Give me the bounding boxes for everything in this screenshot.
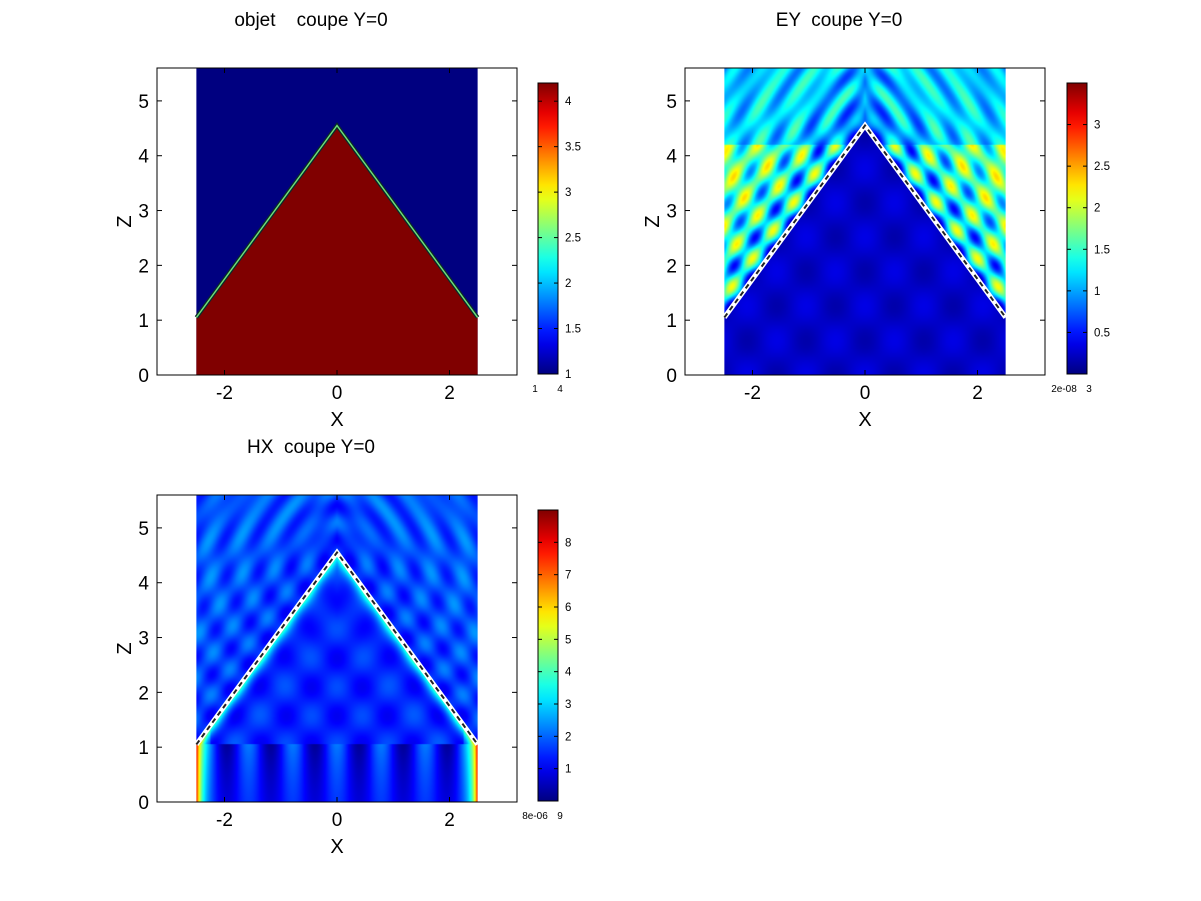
colorbar-gradient bbox=[537, 82, 559, 375]
prism-object bbox=[196, 125, 478, 375]
field-map-hx bbox=[196, 495, 478, 802]
chart-title: objet coupe Y=0 bbox=[234, 10, 387, 31]
y-tick-label: 2 bbox=[138, 683, 149, 704]
x-axis-label: X bbox=[858, 409, 871, 431]
colorbar-tick-label: 1.5 bbox=[565, 324, 581, 336]
colorbar-tick-label: 1 bbox=[565, 764, 571, 776]
y-tick-label: 3 bbox=[666, 202, 677, 223]
colorbar-tick-label: 3.5 bbox=[565, 142, 581, 154]
colorbar: 1 2 3 4 5 6 7 8 8e-06 9 bbox=[522, 509, 572, 822]
y-tick-label: 5 bbox=[666, 92, 677, 113]
colorbar-tick-label: 8 bbox=[565, 537, 571, 549]
chart-title: HX coupe Y=0 bbox=[247, 437, 375, 458]
colorbar: 11.522.533.541 4 bbox=[532, 82, 581, 395]
field-map-ey bbox=[724, 68, 1006, 375]
x-tick-label: -2 bbox=[216, 810, 233, 831]
interface-dashed bbox=[195, 550, 479, 746]
colorbar: 0.5 1 1.5 2 2.5 3 2e-08 3 bbox=[1051, 82, 1110, 395]
colorbar-tick-label: 1 bbox=[1094, 286, 1100, 298]
y-tick-label: 4 bbox=[138, 147, 149, 168]
x-tick-label: -2 bbox=[744, 383, 761, 404]
colorbar-tick-label: 3 bbox=[565, 187, 571, 199]
interface-line bbox=[195, 124, 479, 318]
x-tick-label: 2 bbox=[972, 383, 983, 404]
colorbar-gradient bbox=[1066, 82, 1088, 375]
colorbar-tick-label: 2 bbox=[565, 278, 571, 290]
x-axis-label: X bbox=[330, 836, 343, 858]
colorbar-tick-label: 5 bbox=[565, 634, 571, 646]
colorbar-tick-label: 1.5 bbox=[1094, 244, 1110, 256]
y-tick-label: 4 bbox=[666, 147, 677, 168]
chart-title: EY coupe Y=0 bbox=[776, 10, 903, 31]
y-tick-label: 0 bbox=[138, 793, 149, 814]
colorbar-tick-label: 2 bbox=[1094, 203, 1100, 215]
colorbar-tick-label: 4 bbox=[565, 96, 572, 108]
colorbar-tick-label: 3 bbox=[1094, 120, 1100, 132]
x-tick-label: 0 bbox=[332, 810, 343, 831]
y-tick-label: 2 bbox=[666, 256, 677, 277]
x-tick-label: 2 bbox=[444, 810, 455, 831]
colorbar-tick-label: 2.5 bbox=[1094, 161, 1110, 173]
x-tick-label: 2 bbox=[444, 383, 455, 404]
interface-dashed bbox=[723, 123, 1007, 319]
subplot-ey: -2 0 2 0 1 2 3 4 5 X Z EY coupe Y=0 0.5 1 1.5 2 2.5 3 2e-0… bbox=[642, 10, 1110, 431]
colorbar-max-label: 3 bbox=[1086, 384, 1092, 395]
colorbar-tick-label: 4 bbox=[565, 667, 572, 679]
colorbar-tick-label: 1 bbox=[565, 369, 571, 381]
colorbar-max-label: 9 bbox=[557, 811, 563, 822]
y-tick-label: 3 bbox=[138, 202, 149, 223]
y-tick-label: 3 bbox=[138, 629, 149, 650]
y-tick-label: 5 bbox=[138, 92, 149, 113]
y-axis-label: Z bbox=[114, 215, 136, 227]
x-tick-label: -2 bbox=[216, 383, 233, 404]
y-tick-label: 2 bbox=[138, 256, 149, 277]
x-axis-label: X bbox=[330, 409, 343, 431]
y-tick-label: 1 bbox=[138, 738, 149, 759]
y-tick-label: 0 bbox=[666, 366, 677, 387]
y-tick-label: 1 bbox=[138, 311, 149, 332]
colorbar-min-label: 1 bbox=[532, 384, 538, 395]
y-tick-label: 0 bbox=[138, 366, 149, 387]
colorbar-min-label: 8e-06 bbox=[522, 811, 548, 822]
colorbar-tick-label: 2 bbox=[565, 731, 571, 743]
y-tick-label: 5 bbox=[138, 519, 149, 540]
colorbar-tick-label: 6 bbox=[565, 602, 571, 614]
colorbar-gradient bbox=[537, 509, 559, 802]
colorbar-tick-label: 7 bbox=[565, 570, 571, 582]
x-tick-label: 0 bbox=[860, 383, 871, 404]
colorbar-min-label: 2e-08 bbox=[1051, 384, 1077, 395]
colorbar-tick-label: 3 bbox=[565, 699, 571, 711]
y-axis-label: Z bbox=[114, 642, 136, 654]
colorbar-tick-label: 0.5 bbox=[1094, 327, 1110, 339]
y-axis-label: Z bbox=[642, 215, 664, 227]
colorbar-max-label: 4 bbox=[557, 384, 563, 395]
y-tick-label: 4 bbox=[138, 574, 149, 595]
x-tick-label: 0 bbox=[332, 383, 343, 404]
colorbar-tick-label: 2.5 bbox=[565, 233, 581, 245]
subplot-hx: -2 0 2 0 1 2 3 4 5 X Z HX coupe Y=0 1 2 3 4 5 6 7 8 8e-06 9 bbox=[114, 437, 572, 858]
y-tick-label: 1 bbox=[666, 311, 677, 332]
